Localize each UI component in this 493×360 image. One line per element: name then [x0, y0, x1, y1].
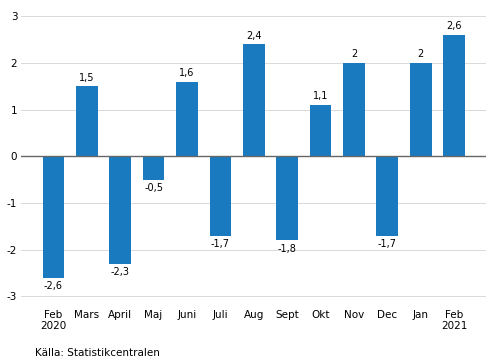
Bar	[210, 156, 231, 236]
Text: 2,4: 2,4	[246, 31, 261, 41]
Bar	[410, 63, 431, 156]
Bar	[276, 156, 298, 240]
Bar	[176, 82, 198, 156]
Text: 2: 2	[351, 49, 357, 59]
Text: -2,3: -2,3	[111, 267, 130, 278]
Bar	[76, 86, 98, 156]
Text: -1,7: -1,7	[378, 239, 397, 249]
Bar	[109, 156, 131, 264]
Text: 2: 2	[418, 49, 424, 59]
Bar	[443, 35, 465, 156]
Bar	[310, 105, 331, 156]
Bar	[42, 156, 64, 278]
Bar	[377, 156, 398, 236]
Text: 2,6: 2,6	[446, 21, 462, 31]
Text: 1,5: 1,5	[79, 73, 95, 82]
Text: -0,5: -0,5	[144, 183, 163, 193]
Bar	[143, 156, 165, 180]
Text: -2,6: -2,6	[44, 282, 63, 291]
Text: Källa: Statistikcentralen: Källa: Statistikcentralen	[35, 348, 159, 358]
Text: 1,6: 1,6	[179, 68, 195, 78]
Bar	[343, 63, 365, 156]
Bar	[243, 44, 265, 156]
Text: 1,1: 1,1	[313, 91, 328, 101]
Text: -1,7: -1,7	[211, 239, 230, 249]
Text: -1,8: -1,8	[278, 244, 297, 254]
